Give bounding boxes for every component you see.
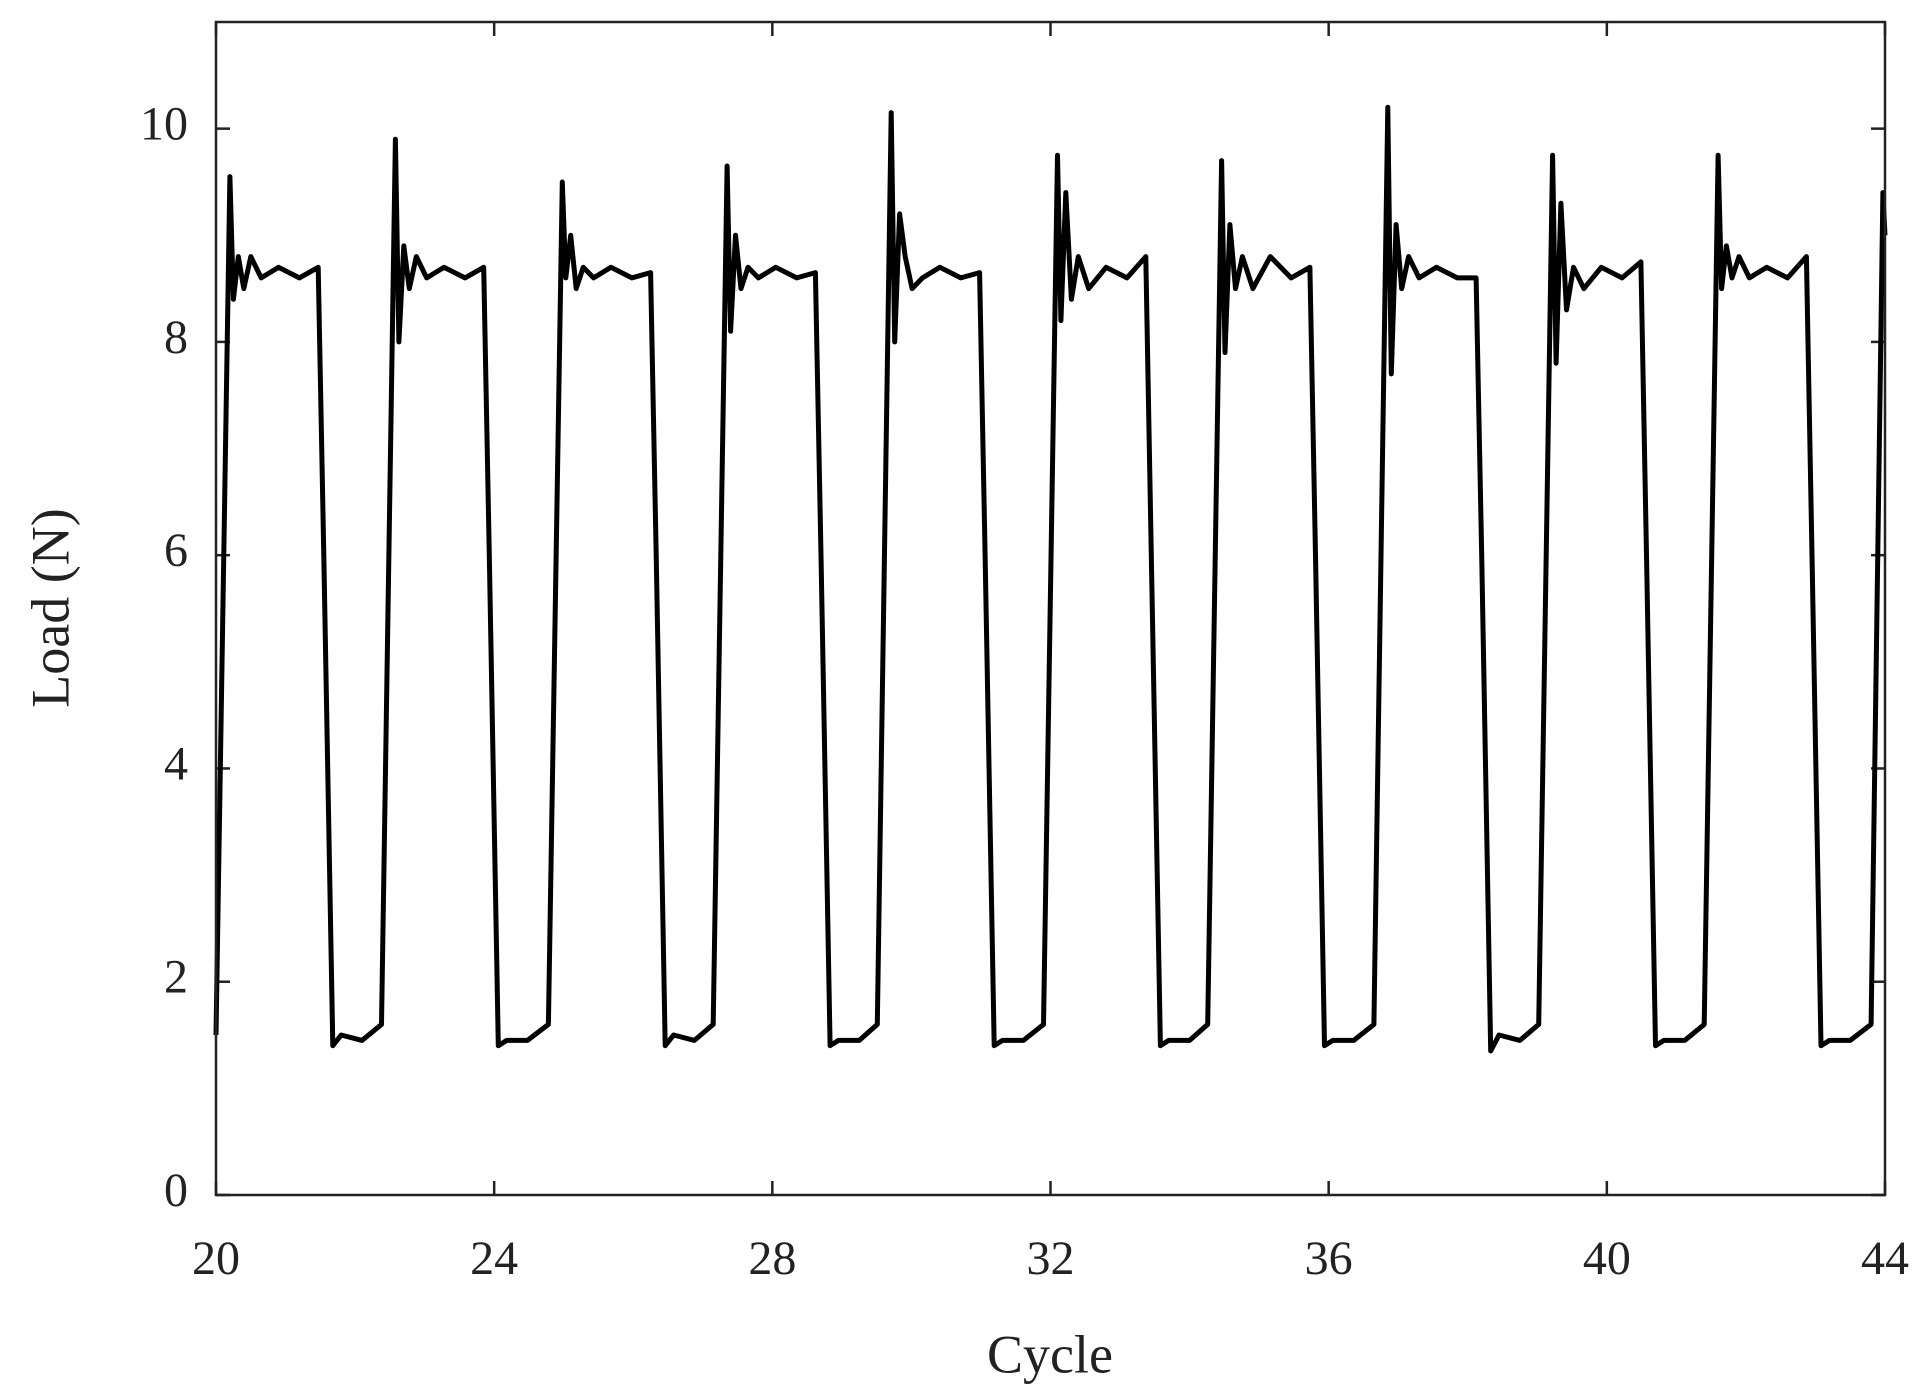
data-line — [213, 104, 1888, 1054]
y-tick-label: 0 — [164, 1164, 188, 1217]
x-tick-label: 44 — [1861, 1232, 1909, 1285]
y-tick-label: 2 — [164, 951, 188, 1004]
plot-frame — [214, 20, 1887, 1197]
x-tick-label: 24 — [470, 1232, 518, 1285]
x-tick-label: 28 — [748, 1232, 796, 1285]
x-axis-label: Cycle — [987, 1324, 1113, 1384]
x-tick-label: 36 — [1305, 1232, 1353, 1285]
x-tick-label: 20 — [192, 1232, 240, 1285]
y-tick-label: 10 — [140, 98, 188, 151]
y-axis-label: Load (N) — [20, 508, 80, 707]
y-tick-label: 4 — [164, 737, 188, 790]
y-tick-label: 6 — [164, 524, 188, 577]
x-tick-label: 40 — [1583, 1232, 1631, 1285]
y-tick-label: 8 — [164, 311, 188, 364]
x-tick-label: 32 — [1027, 1232, 1075, 1285]
